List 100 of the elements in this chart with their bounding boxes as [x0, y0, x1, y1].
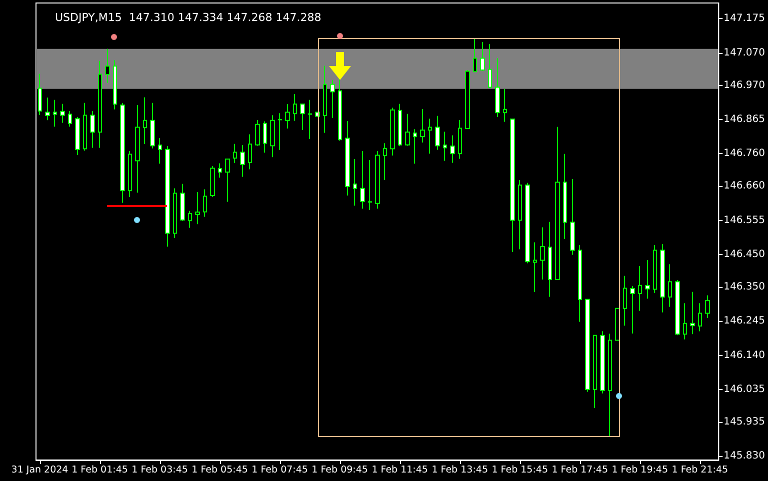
candlestick [255, 120, 260, 146]
candlestick [570, 178, 575, 256]
candlestick [195, 191, 200, 225]
candlestick [233, 143, 237, 164]
candlestick [510, 118, 515, 252]
candlestick [608, 333, 612, 436]
y-tick-label: 146.245 [724, 316, 766, 327]
candlestick [45, 97, 50, 121]
candlestick [90, 110, 95, 148]
candlestick [480, 42, 485, 72]
y-tick-label: 146.970 [724, 80, 766, 91]
candlestick [443, 131, 447, 162]
x-tick-label: 1 Feb 07:45 [252, 464, 308, 476]
candlestick [383, 142, 387, 180]
candlestick [240, 144, 245, 178]
candlestick [285, 104, 290, 130]
candlestick [555, 126, 560, 280]
candlestick [210, 165, 215, 198]
candlestick [83, 102, 87, 152]
candlestick [488, 43, 492, 88]
candlestick [645, 259, 650, 300]
y-tick-label: 146.350 [724, 281, 766, 292]
candlestick [278, 112, 282, 151]
candlestick [638, 266, 642, 312]
candlestick [585, 298, 590, 392]
candlestick [218, 162, 222, 178]
y-tick-label: 146.035 [724, 384, 766, 395]
candlestick [548, 221, 552, 298]
candlestick [165, 146, 170, 248]
candlestick [338, 78, 342, 142]
candlestick [578, 244, 582, 322]
candlestick [675, 280, 680, 336]
y-tick-label: 146.660 [724, 180, 766, 192]
candlestick [53, 99, 57, 128]
candlestick [413, 128, 417, 164]
candlestick [435, 115, 440, 150]
candlestick [360, 150, 365, 210]
candlestick [135, 104, 140, 194]
candlestick [375, 150, 380, 210]
candlestick [113, 60, 117, 110]
candlestick [698, 302, 702, 332]
candlestick [533, 242, 537, 292]
candlestick [98, 60, 102, 148]
y-tick-label: 146.760 [724, 148, 766, 160]
y-tick-label: 147.070 [724, 47, 766, 58]
candlestick [105, 48, 110, 84]
candlestick [458, 120, 462, 160]
candlestick [420, 108, 425, 144]
candlestick [150, 102, 155, 149]
candlestick [623, 275, 627, 326]
candlestick [345, 120, 350, 196]
y-tick-label: 145.830 [724, 450, 766, 462]
candlestick [540, 226, 545, 280]
x-tick-label: 1 Feb 19:45 [612, 464, 668, 476]
y-tick-label: 146.865 [724, 114, 766, 125]
y-tick-label: 147.175 [724, 13, 766, 24]
candlestick [75, 116, 80, 156]
x-tick-label: 1 Feb 21:45 [672, 464, 728, 476]
candlestick [293, 94, 297, 122]
candlestick [180, 183, 185, 222]
y-tick-label: 146.450 [724, 248, 766, 260]
x-tick-label: 1 Feb 17:45 [552, 464, 608, 476]
candlestick [188, 210, 192, 228]
x-tick-label: 31 Jan 2024 [11, 464, 68, 476]
candlestick [503, 88, 507, 122]
candlestick [158, 137, 162, 164]
candlestick [248, 134, 252, 170]
candlestick [308, 99, 312, 140]
candlestick [68, 110, 72, 128]
candlestick [225, 158, 230, 202]
candlestick [270, 114, 275, 158]
candlestick [405, 113, 410, 146]
candlestick [690, 291, 695, 335]
candlestick [600, 330, 605, 394]
x-tick-label: 1 Feb 09:45 [312, 464, 368, 476]
candlestick [428, 118, 432, 154]
candlestick [143, 96, 147, 144]
candlestick [263, 120, 267, 154]
x-tick-label: 1 Feb 03:45 [132, 464, 188, 476]
candlestick [323, 65, 327, 134]
candlestick [518, 179, 522, 250]
candlestick [660, 244, 665, 313]
candlestick [563, 153, 567, 240]
text: USDJPY,M15 147.310 147.334 147.268 147.288 [55, 11, 322, 24]
y-tick-label: 146.140 [724, 350, 766, 361]
candlestick [300, 104, 305, 130]
x-tick-label: 1 Feb 11:45 [372, 464, 428, 476]
x-tick-label: 1 Feb 05:45 [192, 464, 248, 476]
y-tick-label: 146.555 [724, 214, 766, 226]
candlestick [473, 38, 477, 72]
candlestick [330, 80, 335, 118]
candlestick [203, 188, 207, 218]
candlestick [450, 134, 455, 164]
candlestick [173, 188, 177, 238]
candlestick [495, 58, 500, 118]
candlestick [668, 264, 672, 308]
candlestick [120, 102, 125, 204]
candlestick [353, 158, 357, 206]
candlestick [653, 244, 657, 294]
candlestick [60, 103, 65, 124]
